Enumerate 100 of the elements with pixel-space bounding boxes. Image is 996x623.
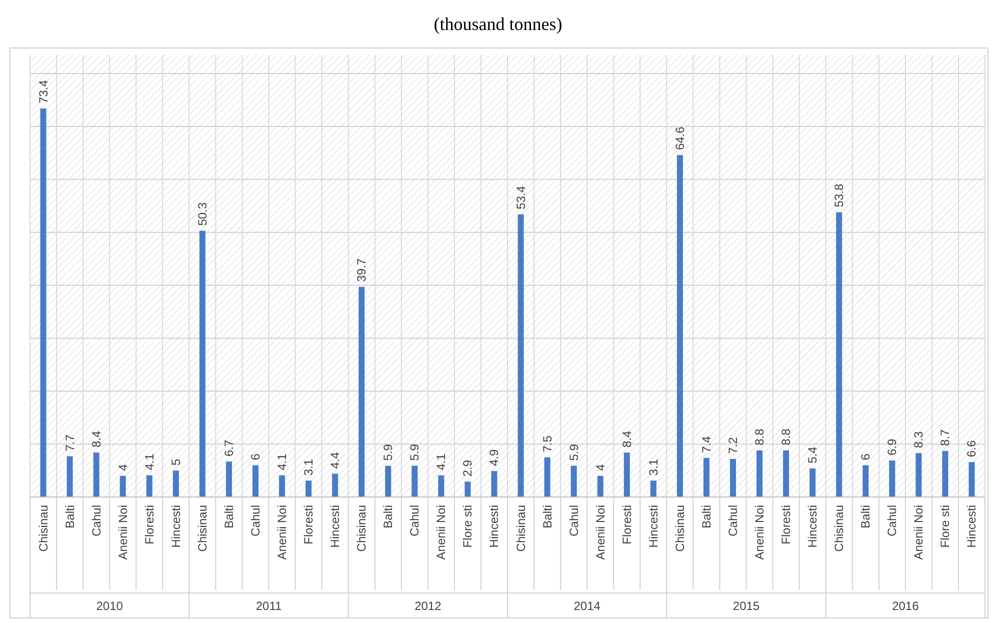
- bar: [464, 482, 471, 497]
- bar: [942, 450, 948, 497]
- bar: [570, 466, 577, 497]
- data-label: 8.3: [912, 431, 926, 448]
- bar: [916, 453, 922, 497]
- bar: [438, 475, 444, 497]
- bar: [518, 214, 524, 497]
- x-tick-label: Cahul: [89, 505, 104, 536]
- x-tick-label: Chisinau: [672, 505, 687, 552]
- x-tick-label: Hincesti: [806, 505, 820, 548]
- bar: [279, 475, 286, 497]
- bar: [93, 452, 100, 497]
- x-tick-label: Balti: [540, 505, 554, 528]
- data-label: 73.4: [36, 80, 50, 104]
- bar: [597, 476, 604, 497]
- data-label: 2.9: [460, 460, 475, 477]
- data-label: 6.9: [885, 438, 900, 456]
- data-label: 3.1: [646, 458, 660, 476]
- data-label: 6.7: [222, 440, 236, 457]
- bar: [730, 458, 736, 497]
- data-label: 6: [248, 453, 262, 460]
- data-label: 53.8: [832, 184, 846, 208]
- bar: [676, 155, 683, 497]
- x-tick-label: Floresti: [620, 505, 634, 544]
- x-tick-label: Chisinau: [354, 505, 369, 552]
- x-tick-label: Balti: [381, 505, 396, 528]
- data-label: 4: [116, 464, 130, 471]
- x-tick-label: Anenii Noi: [116, 505, 130, 560]
- text: 2010: [96, 599, 124, 613]
- data-label: 8.8: [752, 428, 767, 446]
- x-tick-label: Cahul: [408, 505, 422, 536]
- x-tick-label: Flore sti: [460, 505, 475, 548]
- x-tick-label: Floresti: [779, 505, 794, 544]
- bar: [172, 470, 179, 497]
- data-label: 6.6: [964, 440, 979, 458]
- bar: [385, 466, 392, 497]
- x-tick-label: Floresti: [302, 505, 316, 544]
- bar: [889, 460, 896, 497]
- bar: [491, 471, 498, 497]
- bar: [783, 450, 790, 497]
- x-tick-label: Chisinau: [514, 505, 528, 552]
- bar: [252, 465, 258, 497]
- data-label: 8.4: [89, 430, 104, 448]
- bar: [650, 480, 656, 497]
- data-label: 39.7: [354, 258, 369, 282]
- x-tick-label: Floresti: [142, 505, 156, 544]
- data-label: 4: [593, 464, 608, 471]
- data-label: 5.9: [381, 444, 396, 461]
- data-label: 5.9: [408, 444, 422, 461]
- data-label: 8.7: [938, 428, 952, 446]
- x-tick-label: Chisinau: [195, 505, 210, 552]
- data-label: 6: [858, 453, 873, 460]
- data-label: 4.4: [328, 452, 342, 469]
- text: 2016: [892, 599, 920, 613]
- bar: [703, 458, 710, 497]
- data-label: 4.1: [275, 453, 290, 470]
- bar: [810, 468, 816, 497]
- bar: [836, 212, 842, 497]
- x-tick-label: Anenii Noi: [912, 505, 926, 560]
- x-tick-label: Chisinau: [832, 505, 846, 552]
- x-tick-label: Anenii Noi: [275, 505, 290, 560]
- bar: [199, 230, 206, 497]
- data-label: 8.8: [779, 428, 794, 446]
- data-label: 5.4: [806, 446, 820, 464]
- data-label: 7.5: [540, 435, 554, 452]
- x-tick-label: Balti: [62, 505, 77, 528]
- text: 2015: [732, 599, 760, 613]
- text: 2012: [414, 599, 442, 613]
- data-label: 4.9: [487, 449, 502, 466]
- bar: [968, 462, 975, 497]
- bar: [332, 474, 338, 497]
- data-label: 3.1: [302, 458, 316, 476]
- data-label: 8.4: [620, 430, 634, 448]
- bar: [226, 462, 232, 497]
- chart-title: (thousand tonnes): [434, 14, 562, 34]
- bar: [756, 450, 763, 497]
- x-tick-label: Hincesti: [646, 505, 660, 548]
- x-tick-label: Hincesti: [964, 505, 979, 548]
- bar: [624, 452, 630, 497]
- bar: [412, 466, 418, 497]
- x-tick-label: Balti: [699, 505, 714, 528]
- x-tick-label: Hincesti: [487, 505, 502, 548]
- bar: [120, 476, 126, 497]
- x-tick-label: Anenii Noi: [434, 505, 448, 560]
- bar: [544, 457, 550, 497]
- data-label: 7.7: [62, 434, 77, 452]
- x-tick-label: Balti: [858, 505, 873, 528]
- bar: [66, 456, 73, 497]
- data-label: 4.1: [142, 453, 156, 470]
- bar: [146, 475, 152, 497]
- bar: [306, 480, 312, 497]
- data-label: 64.6: [672, 126, 687, 150]
- text: 2014: [574, 599, 601, 613]
- x-tick-label: Anenii Noi: [752, 505, 767, 560]
- bar: [358, 286, 365, 497]
- x-tick-label: Hincesti: [328, 505, 342, 548]
- bar: [40, 108, 46, 497]
- x-tick-label: Flore sti: [938, 505, 952, 548]
- x-tick-label: Cahul: [726, 505, 740, 536]
- data-label: 7.4: [699, 436, 714, 453]
